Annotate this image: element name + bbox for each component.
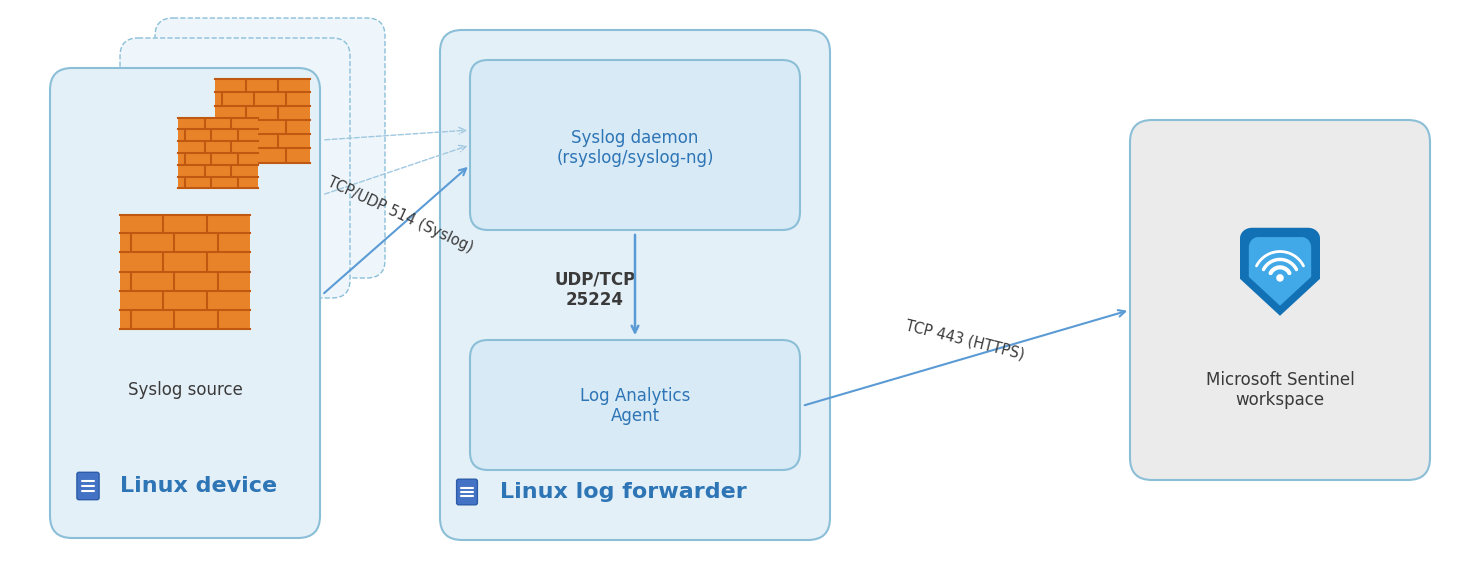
Bar [215, 79, 309, 151]
Bar [178, 166, 258, 177]
Bar [215, 122, 309, 134]
Text: Linux device: Linux device [120, 476, 277, 496]
Bar [215, 93, 309, 106]
FancyBboxPatch shape [471, 340, 801, 470]
Bar [120, 254, 250, 272]
FancyBboxPatch shape [155, 18, 385, 278]
FancyBboxPatch shape [120, 38, 349, 298]
Text: TCP/UDP 514 (Syslog): TCP/UDP 514 (Syslog) [324, 174, 475, 255]
FancyBboxPatch shape [440, 30, 830, 540]
Bar [120, 272, 250, 291]
Bar [120, 311, 250, 329]
Circle shape [1277, 275, 1283, 281]
Bar [178, 177, 258, 188]
Text: UDP/TCP
25224: UDP/TCP 25224 [555, 271, 635, 309]
Bar [120, 215, 250, 233]
FancyBboxPatch shape [1131, 120, 1430, 480]
Polygon shape [1240, 228, 1320, 316]
Text: Linux log forwarder: Linux log forwarder [500, 482, 747, 502]
Bar [120, 215, 250, 315]
Text: Microsoft Sentinel
workspace: Microsoft Sentinel workspace [1206, 370, 1354, 409]
Bar [215, 136, 309, 149]
Bar [215, 79, 309, 92]
FancyBboxPatch shape [77, 473, 99, 500]
FancyBboxPatch shape [471, 60, 801, 230]
FancyBboxPatch shape [50, 68, 320, 538]
Text: Syslog source: Syslog source [127, 381, 243, 399]
Bar [120, 292, 250, 310]
Text: Log Analytics
Agent: Log Analytics Agent [580, 387, 690, 426]
Text: TCP 443 (HTTPS): TCP 443 (HTTPS) [904, 318, 1026, 362]
Text: Syslog daemon
(rsyslog/syslog-ng): Syslog daemon (rsyslog/syslog-ng) [556, 129, 713, 167]
Bar [120, 234, 250, 252]
Bar [178, 130, 258, 141]
Bar [215, 150, 309, 163]
Polygon shape [1249, 237, 1311, 306]
Bar [178, 142, 258, 153]
Bar [178, 118, 258, 129]
Bar [215, 107, 309, 120]
Bar [178, 118, 258, 178]
FancyBboxPatch shape [457, 479, 478, 505]
Bar [178, 154, 258, 164]
